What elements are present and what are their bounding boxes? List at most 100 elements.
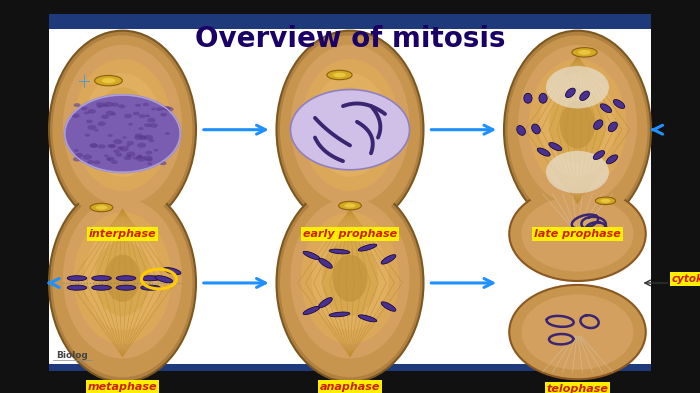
Circle shape: [90, 143, 98, 148]
Ellipse shape: [141, 285, 160, 290]
Circle shape: [73, 157, 81, 162]
Ellipse shape: [333, 73, 346, 77]
Circle shape: [144, 155, 153, 161]
Circle shape: [116, 153, 122, 157]
Ellipse shape: [116, 276, 136, 281]
Circle shape: [104, 102, 113, 107]
Ellipse shape: [280, 189, 420, 377]
Ellipse shape: [566, 88, 575, 97]
Circle shape: [165, 107, 174, 112]
Ellipse shape: [301, 59, 399, 191]
Ellipse shape: [329, 249, 350, 254]
Ellipse shape: [510, 285, 645, 379]
Ellipse shape: [528, 59, 626, 191]
Circle shape: [133, 157, 138, 160]
Circle shape: [127, 155, 132, 158]
Text: early prophase: early prophase: [303, 229, 397, 239]
Circle shape: [117, 147, 123, 150]
Circle shape: [102, 104, 108, 107]
Circle shape: [139, 114, 146, 118]
Ellipse shape: [290, 45, 410, 205]
Circle shape: [71, 114, 80, 118]
Ellipse shape: [276, 184, 424, 382]
Ellipse shape: [339, 201, 361, 210]
Circle shape: [127, 141, 134, 145]
Ellipse shape: [358, 315, 377, 322]
Circle shape: [88, 125, 97, 130]
Ellipse shape: [312, 73, 388, 177]
Circle shape: [122, 136, 127, 139]
Ellipse shape: [49, 184, 196, 382]
Ellipse shape: [52, 35, 192, 224]
Circle shape: [111, 103, 118, 107]
Ellipse shape: [74, 212, 172, 344]
Ellipse shape: [613, 99, 624, 108]
Circle shape: [106, 156, 115, 161]
Ellipse shape: [301, 212, 399, 344]
Ellipse shape: [105, 101, 140, 149]
Ellipse shape: [290, 90, 410, 170]
Ellipse shape: [327, 70, 352, 80]
Circle shape: [128, 123, 133, 126]
Circle shape: [156, 107, 163, 111]
Circle shape: [98, 144, 106, 149]
Circle shape: [88, 160, 94, 164]
Ellipse shape: [49, 31, 196, 229]
Circle shape: [88, 109, 96, 114]
Ellipse shape: [280, 35, 420, 224]
Ellipse shape: [102, 78, 116, 83]
Ellipse shape: [303, 251, 320, 260]
Circle shape: [124, 156, 132, 160]
Circle shape: [109, 144, 116, 148]
Circle shape: [147, 162, 152, 165]
Ellipse shape: [522, 196, 634, 272]
Ellipse shape: [94, 75, 122, 86]
Circle shape: [165, 132, 170, 135]
Ellipse shape: [92, 285, 111, 290]
Circle shape: [136, 155, 143, 159]
Circle shape: [108, 134, 113, 137]
Ellipse shape: [578, 50, 591, 55]
Ellipse shape: [539, 73, 616, 177]
Ellipse shape: [141, 276, 160, 281]
Circle shape: [107, 144, 115, 148]
Circle shape: [151, 108, 156, 110]
Ellipse shape: [94, 87, 150, 163]
Ellipse shape: [601, 104, 612, 113]
Ellipse shape: [344, 204, 356, 208]
Ellipse shape: [546, 66, 609, 108]
Circle shape: [146, 158, 153, 162]
Ellipse shape: [84, 226, 161, 330]
Circle shape: [137, 154, 143, 158]
Text: telophase: telophase: [547, 384, 608, 393]
Ellipse shape: [508, 35, 648, 224]
Ellipse shape: [539, 93, 547, 103]
Circle shape: [96, 102, 104, 107]
Circle shape: [147, 118, 155, 123]
Circle shape: [106, 111, 115, 116]
Ellipse shape: [601, 199, 610, 203]
Ellipse shape: [550, 87, 606, 163]
Ellipse shape: [358, 244, 377, 251]
Ellipse shape: [290, 198, 410, 358]
Circle shape: [93, 160, 101, 164]
Ellipse shape: [63, 198, 182, 358]
Circle shape: [111, 113, 116, 116]
Ellipse shape: [517, 125, 526, 135]
Ellipse shape: [518, 45, 637, 205]
Circle shape: [154, 149, 158, 151]
Ellipse shape: [276, 31, 424, 229]
Circle shape: [135, 133, 142, 138]
Circle shape: [139, 136, 147, 140]
Circle shape: [85, 134, 90, 137]
Circle shape: [146, 151, 153, 154]
Circle shape: [124, 114, 132, 118]
Circle shape: [111, 160, 118, 164]
Circle shape: [74, 149, 78, 152]
Circle shape: [134, 135, 143, 140]
Circle shape: [162, 106, 171, 110]
Ellipse shape: [90, 203, 113, 212]
Circle shape: [90, 143, 98, 148]
Circle shape: [83, 154, 92, 160]
Ellipse shape: [606, 155, 617, 164]
